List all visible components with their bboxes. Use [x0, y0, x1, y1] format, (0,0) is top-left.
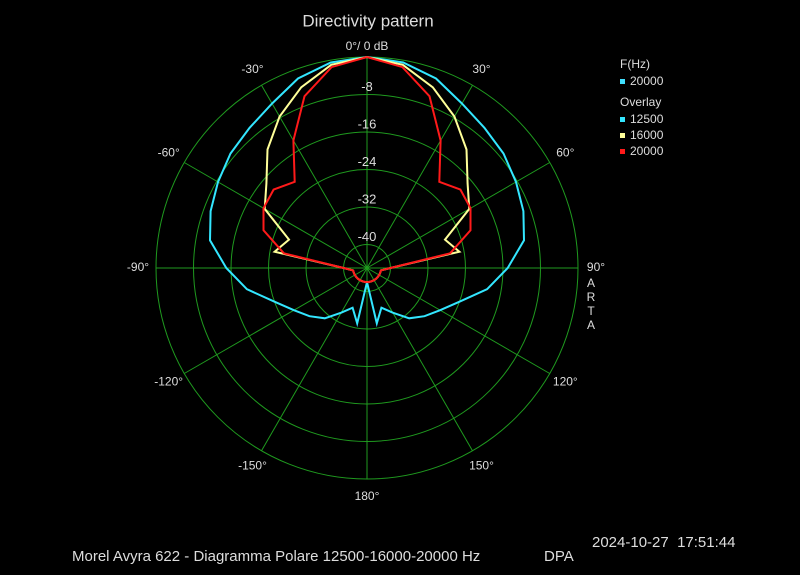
theta-tick-label: -150°	[238, 458, 267, 472]
legend-label: 20000	[630, 144, 664, 158]
labels: 0°/ 0 dB -8 -16 -24 -32 -40 30° 60° 90° 120° 150° 1…	[127, 39, 605, 503]
r-tick-label: -16	[358, 116, 377, 131]
legend-swatch	[620, 133, 625, 138]
grid-spoke	[366, 267, 550, 374]
r-tick-label: -24	[358, 154, 377, 169]
legend-title: Overlay	[620, 95, 661, 109]
grid-spoke	[366, 162, 550, 269]
theta-tick-label: -60°	[158, 146, 180, 160]
chart-title: Directivity pattern	[302, 11, 433, 30]
grid-spoke	[261, 267, 368, 451]
grid-spoke	[261, 85, 368, 269]
theta-tick-label: 150°	[469, 458, 494, 472]
legend-swatch	[620, 149, 625, 154]
grid	[155, 56, 579, 480]
theta-tick-label: 30°	[472, 62, 490, 76]
legend-label: 16000	[630, 128, 664, 142]
side-label: ARTA	[586, 276, 596, 332]
grid-spoke	[184, 267, 368, 374]
legend-label: 12500	[630, 112, 664, 126]
r-tick-label: -8	[361, 79, 373, 94]
polar-curve	[262, 55, 472, 284]
legend-label: 20000	[630, 74, 664, 88]
grid-spoke	[184, 162, 368, 269]
r-tick-label: -32	[358, 191, 377, 206]
theta-tick-label: -30°	[241, 62, 263, 76]
theta-tick-label: 60°	[556, 146, 574, 160]
grid-spoke	[366, 85, 473, 269]
timestamp: 2024-10-27 17:51:44	[592, 534, 736, 551]
r-tick-label: 0°/ 0 dB	[346, 39, 389, 53]
theta-tick-label: 120°	[553, 375, 578, 389]
legend: F(Hz) 20000 Overlay 12500 16000 20000	[620, 57, 664, 158]
theta-tick-label: -90°	[127, 260, 149, 274]
legend-swatch	[620, 79, 625, 84]
grid-spoke	[366, 267, 473, 451]
theta-tick-label: 90°	[587, 260, 605, 274]
footer: Morel Avyra 622 - Diagramma Polare 12500…	[72, 548, 481, 565]
legend-swatch	[620, 117, 625, 122]
curves	[208, 55, 526, 328]
legend-title: F(Hz)	[620, 57, 650, 71]
theta-tick-label: -120°	[154, 375, 183, 389]
r-tick-label: -40	[358, 229, 377, 244]
theta-tick-label: 180°	[355, 489, 380, 503]
mode-label: DPA	[544, 548, 574, 565]
